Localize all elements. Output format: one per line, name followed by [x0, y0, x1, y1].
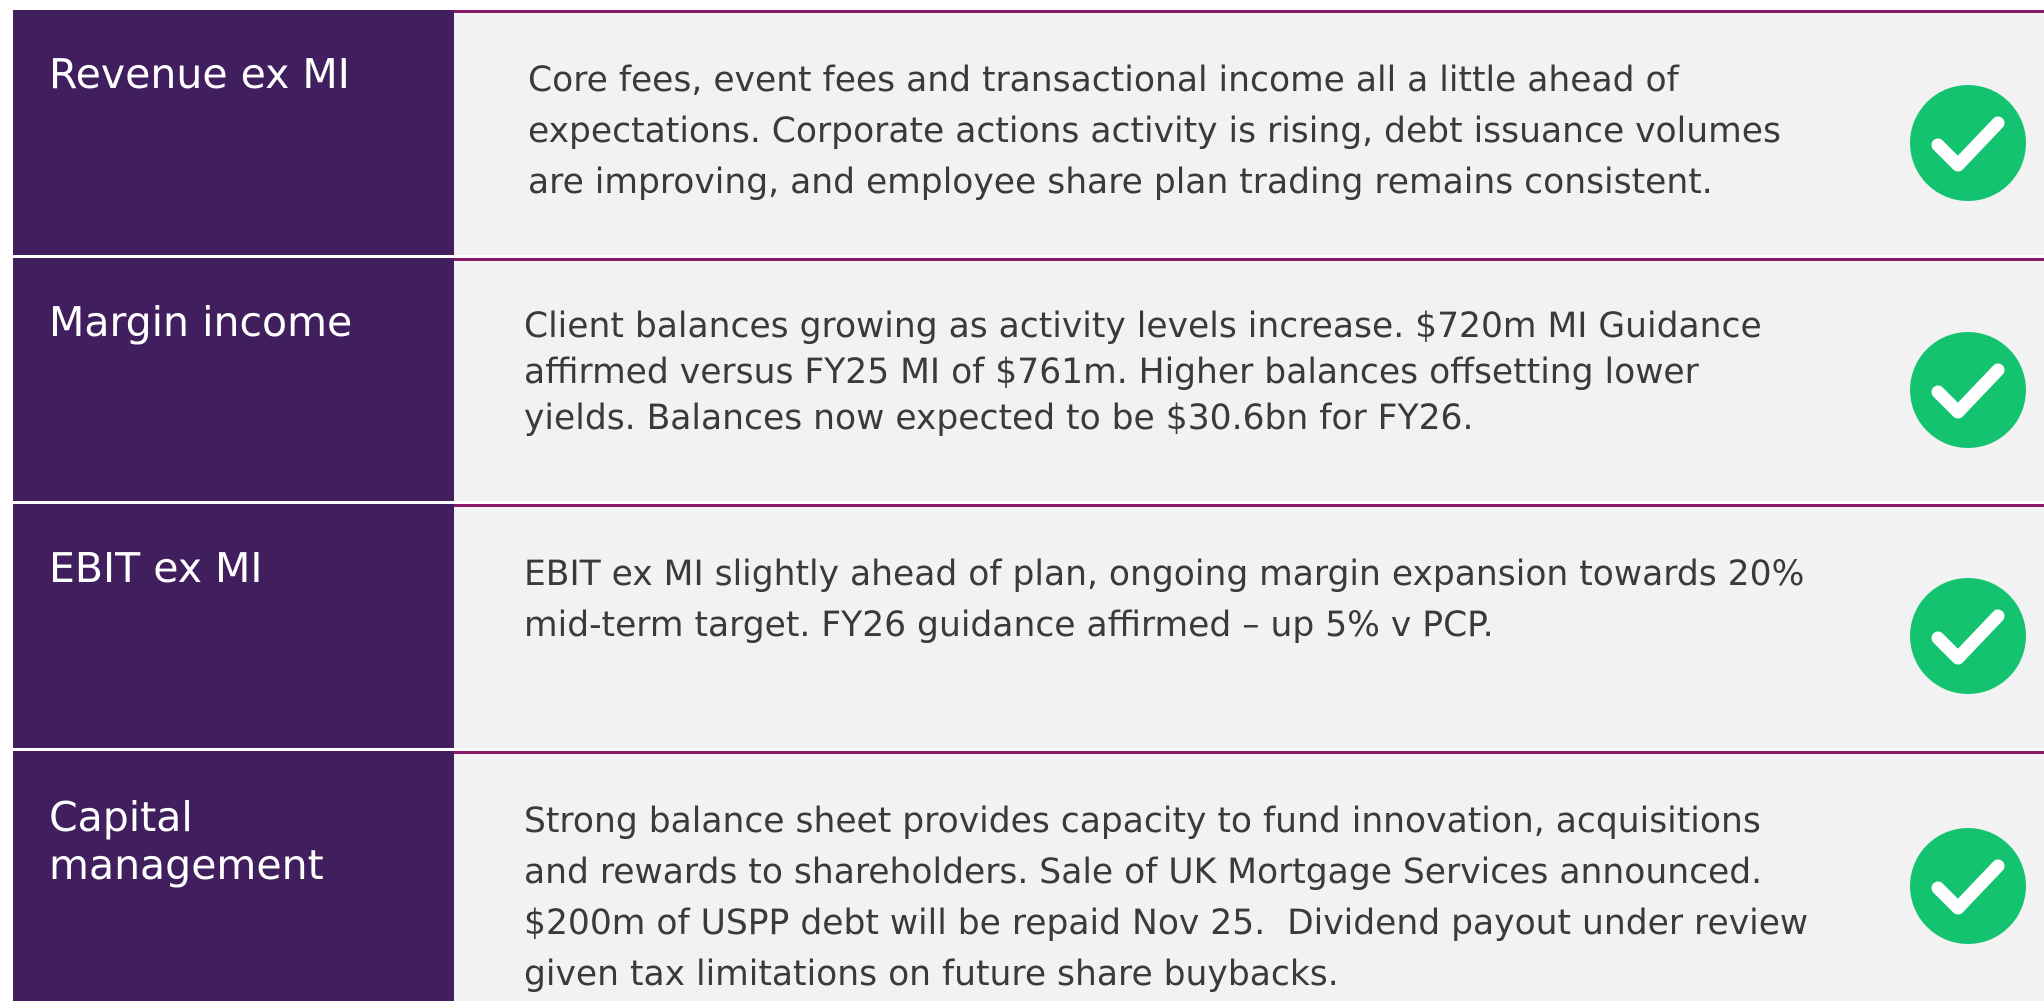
row-body: Client balances growing as activity leve… [454, 258, 2044, 501]
text-line: and rewards to shareholders. Sale of UK … [524, 852, 1763, 892]
row-body: Strong balance sheet provides capacity t… [454, 751, 2044, 1001]
text-line: are improving, and employee share plan t… [528, 162, 1713, 202]
text-line: given tax limitations on future share bu… [524, 954, 1339, 994]
row-description: Core fees, event fees and transactional … [528, 55, 1781, 208]
row-description: EBIT ex MI slightly ahead of plan, ongoi… [524, 549, 1804, 651]
text-line: Strong balance sheet provides capacity t… [524, 801, 1761, 841]
check-icon [1910, 331, 2026, 448]
row: EBIT ex MI EBIT ex MI slightly ahead of p… [0, 504, 2044, 748]
row-description: Client balances growing as activity leve… [524, 303, 1762, 441]
text-line: EBIT ex MI slightly ahead of plan, ongoi… [524, 554, 1805, 594]
text-line: affirmed versus FY25 MI of $761m. Higher… [524, 352, 1699, 392]
row-label: Margin income [13, 258, 454, 501]
text-line: Client balances growing as activity leve… [524, 306, 1762, 346]
text-line: yields. Balances now expected to be $30.… [524, 398, 1474, 438]
text-line: $200m of USPP debt will be repaid Nov 25… [524, 903, 1809, 943]
text-line: expectations. Corporate actions activity… [528, 111, 1781, 151]
row-label: Revenue ex MI [13, 10, 454, 255]
row-label: EBIT ex MI [13, 504, 454, 748]
row: Capital management Strong balance sheet p… [0, 751, 2044, 1001]
row: Revenue ex MI Core fees, event fees and t… [0, 10, 2044, 255]
text-line: mid-term target. FY26 guidance affirmed … [524, 605, 1494, 645]
check-icon [1910, 578, 2026, 694]
row-label: Capital management [13, 751, 454, 1001]
row-description: Strong balance sheet provides capacity t… [524, 796, 1808, 1000]
row: Margin income Client balances growing as … [0, 258, 2044, 501]
row-body: EBIT ex MI slightly ahead of plan, ongoi… [454, 504, 2044, 748]
row-body: Core fees, event fees and transactional … [454, 10, 2044, 255]
check-icon [1910, 84, 2026, 201]
text-line: Core fees, event fees and transactional … [528, 60, 1679, 100]
check-icon [1910, 828, 2026, 944]
